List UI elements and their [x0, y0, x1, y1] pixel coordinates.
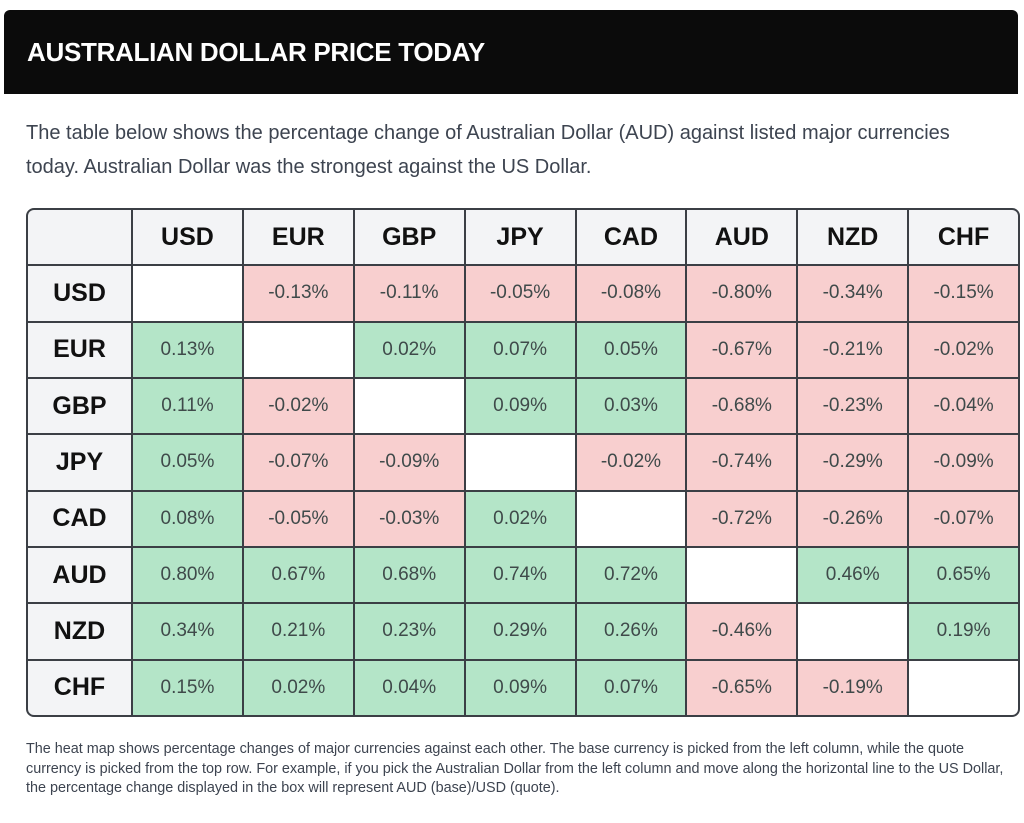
heatmap-cell-chf-usd: 0.15% — [133, 660, 242, 715]
column-header-eur: EUR — [243, 210, 353, 265]
heatmap-cell-jpy-cad: -0.02% — [576, 435, 686, 490]
heatmap-cell-jpy-nzd: -0.29% — [798, 435, 908, 490]
column-header-chf: CHF — [909, 210, 1018, 265]
heatmap-cell-gbp-chf: -0.04% — [909, 378, 1018, 434]
heatmap-cell-chf-nzd: -0.19% — [798, 660, 908, 715]
heatmap-cell-aud-aud — [687, 547, 797, 603]
footnote-text: The heat map shows percentage changes of… — [26, 741, 1004, 796]
heatmap-cell-cad-gbp: -0.03% — [354, 491, 464, 546]
heatmap-cell-gbp-aud: -0.68% — [687, 378, 797, 434]
heatmap-cell-cad-aud: -0.72% — [687, 491, 797, 546]
heatmap-cell-usd-gbp: -0.11% — [354, 266, 464, 321]
column-header-usd: USD — [133, 210, 242, 265]
heatmap-cell-chf-jpy: 0.09% — [465, 660, 575, 715]
heatmap-cell-aud-usd: 0.80% — [133, 547, 242, 603]
heatmap-cell-usd-jpy: -0.05% — [465, 266, 575, 321]
heatmap-cell-aud-jpy: 0.74% — [465, 547, 575, 603]
heatmap-cell-cad-chf: -0.07% — [909, 491, 1018, 546]
heatmap-cell-jpy-chf: -0.09% — [909, 435, 1018, 490]
row-header-cad: CAD — [28, 491, 131, 546]
heatmap-cell-chf-gbp: 0.04% — [354, 660, 464, 715]
heatmap-cell-nzd-eur: 0.21% — [243, 604, 353, 659]
heatmap-cell-eur-aud: -0.67% — [687, 322, 797, 377]
heatmap-cell-gbp-cad: 0.03% — [576, 378, 686, 434]
heatmap-cell-nzd-chf: 0.19% — [909, 604, 1018, 659]
heatmap-cell-aud-nzd: 0.46% — [798, 547, 908, 603]
heatmap-cell-eur-chf: -0.02% — [909, 322, 1018, 377]
heatmap-cell-chf-chf — [909, 660, 1018, 715]
heatmap-cell-eur-usd: 0.13% — [133, 322, 242, 377]
heatmap-cell-usd-chf: -0.15% — [909, 266, 1018, 321]
heatmap-cell-gbp-usd: 0.11% — [133, 378, 242, 434]
heatmap-cell-cad-usd: 0.08% — [133, 491, 242, 546]
heatmap-cell-nzd-cad: 0.26% — [576, 604, 686, 659]
section-header: AUSTRALIAN DOLLAR PRICE TODAY — [4, 10, 1018, 94]
heatmap-cell-aud-gbp: 0.68% — [354, 547, 464, 603]
column-header-aud: AUD — [687, 210, 797, 265]
heatmap-cell-nzd-gbp: 0.23% — [354, 604, 464, 659]
heatmap-cell-eur-gbp: 0.02% — [354, 322, 464, 377]
heatmap-cell-nzd-jpy: 0.29% — [465, 604, 575, 659]
heatmap-cell-nzd-usd: 0.34% — [133, 604, 242, 659]
row-header-nzd: NZD — [28, 604, 131, 659]
heatmap-cell-usd-cad: -0.08% — [576, 266, 686, 321]
heatmap-cell-usd-nzd: -0.34% — [798, 266, 908, 321]
currency-heatmap-table: USD EUR GBP JPY CAD AUD NZD CHF USD -0.13% -0.11% -… — [26, 208, 1020, 717]
heatmap-cell-gbp-eur: -0.02% — [243, 378, 353, 434]
column-header-cad: CAD — [576, 210, 686, 265]
heatmap-cell-nzd-nzd — [798, 604, 908, 659]
heatmap-cell-usd-usd — [133, 266, 242, 321]
column-header-gbp: GBP — [354, 210, 464, 265]
heatmap-cell-chf-cad: 0.07% — [576, 660, 686, 715]
heatmap-cell-gbp-nzd: -0.23% — [798, 378, 908, 434]
heatmap-cell-eur-jpy: 0.07% — [465, 322, 575, 377]
heatmap-cell-nzd-aud: -0.46% — [687, 604, 797, 659]
intro-text: The table below shows the percentage cha… — [26, 122, 950, 178]
row-header-aud: AUD — [28, 547, 131, 603]
heatmap-cell-usd-aud: -0.80% — [687, 266, 797, 321]
heatmap-cell-eur-cad: 0.05% — [576, 322, 686, 377]
heatmap-cell-jpy-gbp: -0.09% — [354, 435, 464, 490]
section-title: AUSTRALIAN DOLLAR PRICE TODAY — [27, 36, 485, 67]
row-header-chf: CHF — [28, 660, 131, 715]
heatmap-cell-jpy-usd: 0.05% — [133, 435, 242, 490]
heatmap-cell-chf-aud: -0.65% — [687, 660, 797, 715]
heatmap-cell-jpy-aud: -0.74% — [687, 435, 797, 490]
heatmap-cell-aud-chf: 0.65% — [909, 547, 1018, 603]
row-header-gbp: GBP — [28, 378, 131, 434]
heatmap-cell-cad-eur: -0.05% — [243, 491, 353, 546]
row-header-usd: USD — [28, 266, 131, 321]
column-header-jpy: JPY — [465, 210, 575, 265]
row-header-eur: EUR — [28, 322, 131, 377]
heatmap-cell-cad-cad — [576, 491, 686, 546]
heatmap-cell-gbp-jpy: 0.09% — [465, 378, 575, 434]
heatmap-cell-aud-cad: 0.72% — [576, 547, 686, 603]
row-header-jpy: JPY — [28, 435, 131, 490]
heatmap-cell-cad-jpy: 0.02% — [465, 491, 575, 546]
heatmap-cell-gbp-gbp — [354, 378, 464, 434]
column-header-nzd: NZD — [798, 210, 908, 265]
heatmap-cell-eur-eur — [243, 322, 353, 377]
heatmap-cell-cad-nzd: -0.26% — [798, 491, 908, 546]
heatmap-cell-jpy-eur: -0.07% — [243, 435, 353, 490]
heatmap-cell-usd-eur: -0.13% — [243, 266, 353, 321]
heatmap-cell-jpy-jpy — [465, 435, 575, 490]
heatmap-cell-aud-eur: 0.67% — [243, 547, 353, 603]
heatmap-cell-eur-nzd: -0.21% — [798, 322, 908, 377]
heatmap-cell-chf-eur: 0.02% — [243, 660, 353, 715]
table-corner-cell — [28, 210, 131, 265]
